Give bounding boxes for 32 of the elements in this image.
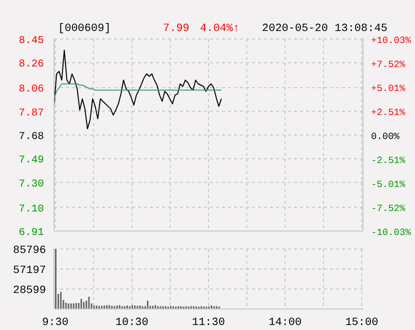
- text: 4.04%↑: [200, 23, 240, 35]
- y2-tick-label: -10.03%: [371, 227, 412, 238]
- y-tick-label: 7.49: [18, 154, 44, 167]
- x-tick-label: 14:00: [268, 316, 302, 329]
- y-tick-label: 28599: [12, 284, 46, 297]
- y-tick-label: 8.26: [18, 58, 44, 71]
- y-tick-label: 7.68: [18, 131, 44, 143]
- x-tick-label: 9:30: [42, 316, 68, 329]
- y-tick-label: 8.45: [18, 35, 44, 47]
- y-tick-label: 7.87: [18, 107, 44, 120]
- y-tick-label: 8.06: [18, 84, 44, 96]
- y2-tick-label: +7.52%: [371, 59, 406, 70]
- y-tick-label: 85796: [12, 244, 46, 257]
- y2-tick-label: +5.01%: [371, 83, 406, 94]
- y2-tick-label: -5.01%: [371, 178, 406, 190]
- y2-tick-label: -7.52%: [371, 202, 406, 214]
- x-tick-label: 15:00: [345, 316, 378, 329]
- y-tick-label: 7.30: [18, 178, 44, 190]
- x-tick-label: 10:30: [115, 316, 148, 329]
- text: 7.99: [163, 23, 190, 35]
- text: 2020-05-20 13:08:45: [262, 23, 388, 35]
- x-tick-label: 11:30: [192, 316, 226, 329]
- line-series: [54, 83, 222, 100]
- chart-title: [000609]: [58, 23, 111, 35]
- y2-tick-label: -2.51%: [371, 155, 406, 166]
- y2-tick-label: +10.03%: [371, 35, 412, 46]
- line-series: [54, 50, 222, 130]
- y2-tick-label: +2.51%: [371, 106, 406, 118]
- y-tick-label: 57197: [12, 264, 46, 277]
- y-tick-label: 6.91: [18, 227, 44, 239]
- y-tick-label: 7.10: [18, 203, 44, 216]
- y2-tick-label: 0.00%: [371, 131, 400, 142]
